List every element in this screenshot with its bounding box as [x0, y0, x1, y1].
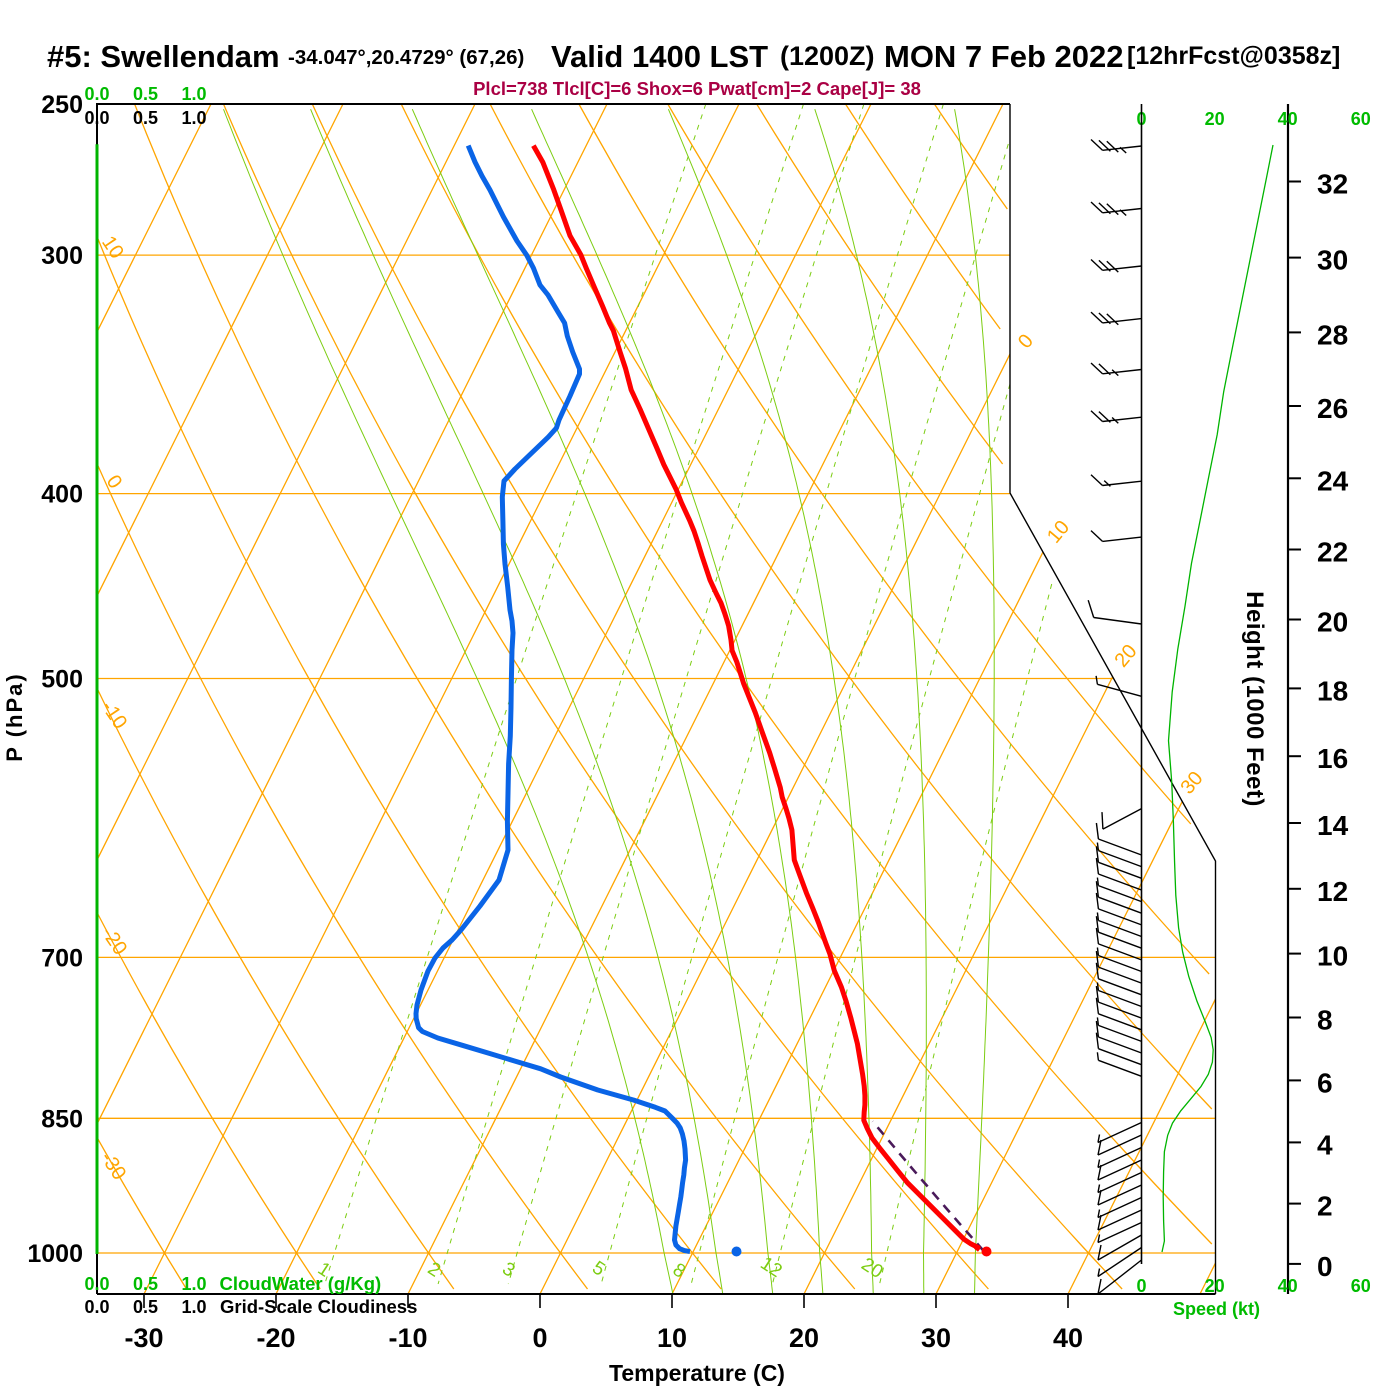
svg-text:0.5: 0.5 [133, 1297, 158, 1317]
svg-text:60: 60 [1351, 1276, 1371, 1296]
svg-text:10: 10 [1317, 941, 1348, 972]
svg-text:500: 500 [41, 666, 83, 694]
svg-text:24: 24 [1317, 465, 1349, 496]
svg-text:2: 2 [1317, 1191, 1333, 1222]
svg-text:Grid-Scale Cloudiness: Grid-Scale Cloudiness [220, 1296, 417, 1317]
svg-text:-10: -10 [388, 1323, 427, 1353]
svg-text:20: 20 [1205, 1276, 1225, 1296]
svg-text:-20: -20 [256, 1323, 295, 1353]
svg-text:1.0: 1.0 [181, 1297, 206, 1317]
svg-text:0.0: 0.0 [84, 1297, 109, 1317]
svg-text:28: 28 [1317, 319, 1348, 350]
svg-text:6: 6 [1317, 1067, 1333, 1098]
svg-text:Speed (kt): Speed (kt) [1173, 1299, 1260, 1319]
svg-text:Temperature (C): Temperature (C) [609, 1360, 785, 1386]
svg-text:20: 20 [1205, 109, 1225, 129]
svg-text:22: 22 [1317, 536, 1348, 567]
svg-text:Height (1000 Feet): Height (1000 Feet) [1241, 591, 1268, 807]
svg-text:0.5: 0.5 [133, 84, 158, 104]
svg-text:0.0: 0.0 [84, 1274, 109, 1294]
svg-text:18: 18 [1317, 675, 1348, 706]
svg-text:60: 60 [1351, 109, 1371, 129]
svg-text:4: 4 [1317, 1129, 1333, 1160]
svg-text:12: 12 [1317, 876, 1348, 907]
svg-text:MON 7 Feb 2022: MON 7 Feb 2022 [884, 39, 1123, 74]
svg-text:20: 20 [789, 1323, 819, 1353]
svg-text:0: 0 [532, 1323, 547, 1353]
svg-text:#5: Swellendam: #5: Swellendam [47, 39, 280, 74]
svg-text:300: 300 [41, 242, 83, 270]
svg-text:8: 8 [1317, 1004, 1333, 1035]
svg-text:10: 10 [657, 1323, 687, 1353]
svg-text:1.0: 1.0 [181, 1274, 206, 1294]
svg-text:850: 850 [41, 1105, 83, 1133]
svg-text:-34.047°,20.4729° (67,26): -34.047°,20.4729° (67,26) [288, 46, 524, 69]
svg-text:1.0: 1.0 [181, 84, 206, 104]
svg-text:0.5: 0.5 [133, 1274, 158, 1294]
svg-text:400: 400 [41, 481, 83, 509]
svg-text:1.0: 1.0 [181, 108, 206, 128]
svg-text:30: 30 [921, 1323, 951, 1353]
svg-text:0.0: 0.0 [84, 108, 109, 128]
svg-text:0: 0 [1136, 1276, 1146, 1296]
svg-text:CloudWater (g/Kg): CloudWater (g/Kg) [220, 1273, 382, 1294]
svg-text:-30: -30 [124, 1323, 163, 1353]
svg-text:[12hrFcst@0358z]: [12hrFcst@0358z] [1127, 42, 1340, 70]
svg-text:40: 40 [1278, 109, 1298, 129]
svg-text:40: 40 [1278, 1276, 1298, 1296]
svg-text:30: 30 [1317, 245, 1348, 276]
svg-text:16: 16 [1317, 743, 1348, 774]
svg-text:P (hPa): P (hPa) [2, 672, 27, 761]
svg-text:0.0: 0.0 [84, 84, 109, 104]
svg-text:14: 14 [1317, 810, 1349, 841]
svg-text:0: 0 [1317, 1251, 1333, 1282]
svg-text:700: 700 [41, 944, 83, 972]
svg-text:32: 32 [1317, 168, 1348, 199]
svg-text:(1200Z): (1200Z) [780, 41, 875, 71]
svg-text:Valid 1400 LST: Valid 1400 LST [551, 39, 768, 74]
svg-text:0.5: 0.5 [133, 108, 158, 128]
svg-text:40: 40 [1053, 1323, 1083, 1353]
svg-text:1000: 1000 [27, 1240, 83, 1268]
svg-text:20: 20 [1317, 606, 1348, 637]
svg-text:250: 250 [41, 91, 83, 119]
svg-text:26: 26 [1317, 393, 1348, 424]
svg-text:Plcl=738 Tlcl[C]=6 Shox=6 Pwat: Plcl=738 Tlcl[C]=6 Shox=6 Pwat[cm]=2 Cap… [473, 78, 921, 99]
